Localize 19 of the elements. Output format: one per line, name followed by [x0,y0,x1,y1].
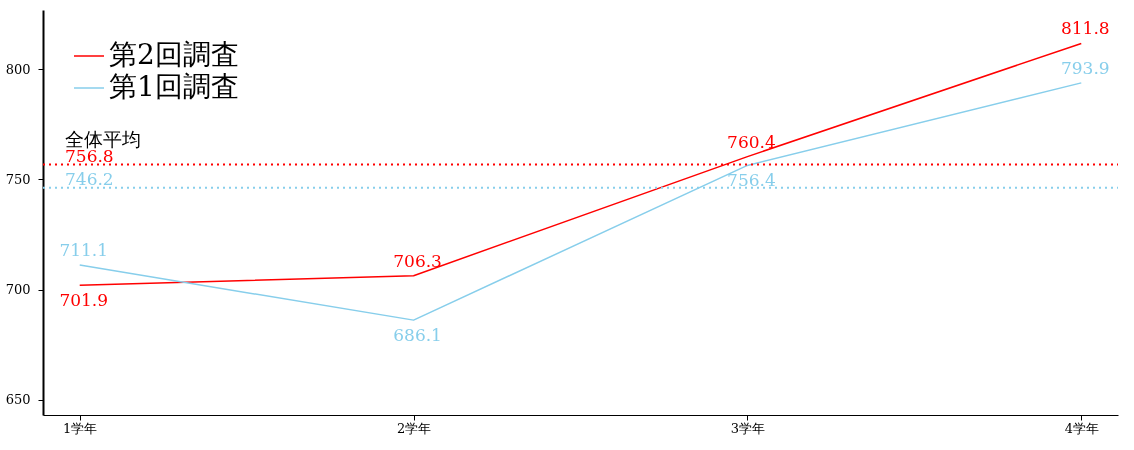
data-label: 793.9 [1060,57,1110,78]
legend-label: 第1回調査 [109,70,239,103]
data-label: 760.4 [727,131,776,152]
x-tick-label: 3学年 [730,420,766,436]
legend-label: 第2回調査 [109,38,239,71]
y-tick-label: 700 [5,282,31,298]
data-label: 706.3 [393,250,442,271]
y-tick-label: 650 [5,392,31,408]
ref-line-label: 746.2 [65,168,114,189]
x-tick-label: 4学年 [1064,420,1099,436]
data-label: 686.1 [393,325,442,346]
x-tick-label: 1学年 [63,420,98,436]
y-tick-label: 750 [5,171,31,187]
data-label: 711.1 [59,240,109,261]
y-tick-label: 800 [5,61,31,77]
data-label: 701.9 [59,290,109,311]
data-label: 756.4 [727,170,776,191]
data-label: 811.8 [1060,18,1110,39]
x-tick-label: 2学年 [396,420,432,436]
